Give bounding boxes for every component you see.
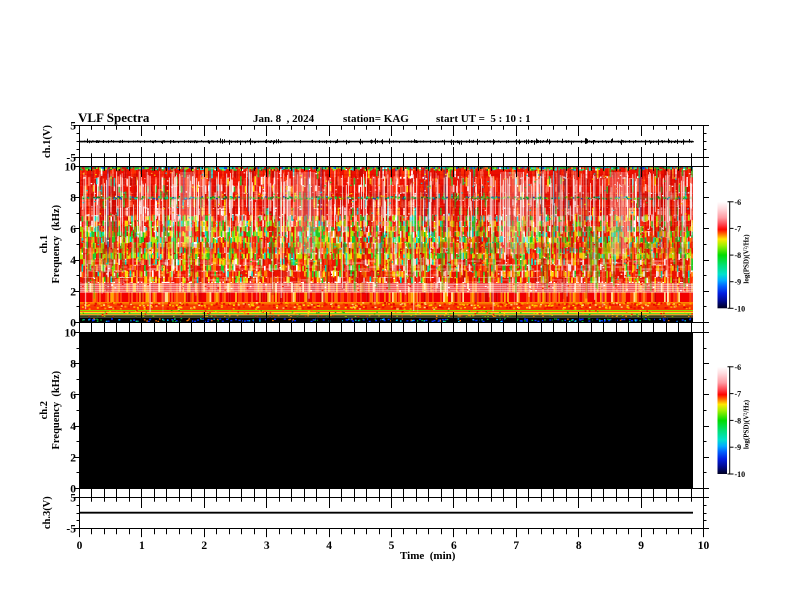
svg-text:0: 0 <box>77 540 83 552</box>
svg-text:Frequency (kHz): Frequency (kHz) <box>51 370 62 449</box>
svg-text:4: 4 <box>70 421 76 433</box>
svg-text:-5: -5 <box>66 524 76 536</box>
svg-text:-7: -7 <box>735 390 742 399</box>
svg-text:2: 2 <box>201 540 207 552</box>
svg-text:9: 9 <box>638 540 644 552</box>
svg-text:-10: -10 <box>735 304 746 313</box>
svg-text:5: 5 <box>70 121 76 133</box>
svg-text:4: 4 <box>326 540 332 552</box>
svg-text:-9: -9 <box>735 278 742 287</box>
svg-text:Jan. 8 , 2024: Jan. 8 , 2024 <box>253 113 315 125</box>
svg-text:ch.2: ch.2 <box>39 401 50 419</box>
svg-text:-10: -10 <box>735 470 746 479</box>
svg-text:Time (min): Time (min) <box>400 550 456 562</box>
svg-text:Frequency (kHz): Frequency (kHz) <box>51 204 62 283</box>
svg-text:log(PSD)(V²/Hz): log(PSD)(V²/Hz) <box>743 399 751 449</box>
svg-text:ch.1: ch.1 <box>39 235 50 253</box>
svg-text:VLF Spectra: VLF Spectra <box>78 110 150 125</box>
svg-text:5: 5 <box>70 493 76 505</box>
svg-text:0: 0 <box>70 318 76 330</box>
svg-text:-7: -7 <box>735 224 742 233</box>
svg-text:7: 7 <box>513 540 519 552</box>
svg-text:ch.1(V): ch.1(V) <box>42 125 53 158</box>
svg-text:2: 2 <box>70 452 76 464</box>
svg-text:6: 6 <box>70 224 76 236</box>
svg-text:1: 1 <box>139 540 145 552</box>
svg-text:start UT = 5 : 10 : 1: start UT = 5 : 10 : 1 <box>436 113 531 125</box>
svg-text:8: 8 <box>576 540 582 552</box>
svg-text:4: 4 <box>70 255 76 267</box>
svg-text:6: 6 <box>70 390 76 402</box>
svg-text:10: 10 <box>65 162 77 174</box>
svg-text:-9: -9 <box>735 443 742 452</box>
svg-text:-6: -6 <box>735 363 742 372</box>
svg-text:2: 2 <box>70 286 76 298</box>
svg-text:-5: -5 <box>66 153 76 165</box>
svg-text:0: 0 <box>70 484 76 496</box>
svg-text:station= KAG: station= KAG <box>343 113 409 125</box>
svg-text:3: 3 <box>264 540 270 552</box>
svg-text:8: 8 <box>70 359 76 371</box>
svg-text:-6: -6 <box>735 198 742 207</box>
svg-text:-8: -8 <box>735 251 742 260</box>
svg-text:-8: -8 <box>735 416 742 425</box>
svg-text:10: 10 <box>698 540 710 552</box>
svg-text:8: 8 <box>70 193 76 205</box>
svg-text:log(PSD)(V²/Hz): log(PSD)(V²/Hz) <box>743 234 751 284</box>
svg-text:ch.3(V): ch.3(V) <box>42 496 53 529</box>
svg-text:5: 5 <box>389 540 395 552</box>
svg-text:6: 6 <box>451 540 457 552</box>
svg-text:10: 10 <box>65 328 77 340</box>
